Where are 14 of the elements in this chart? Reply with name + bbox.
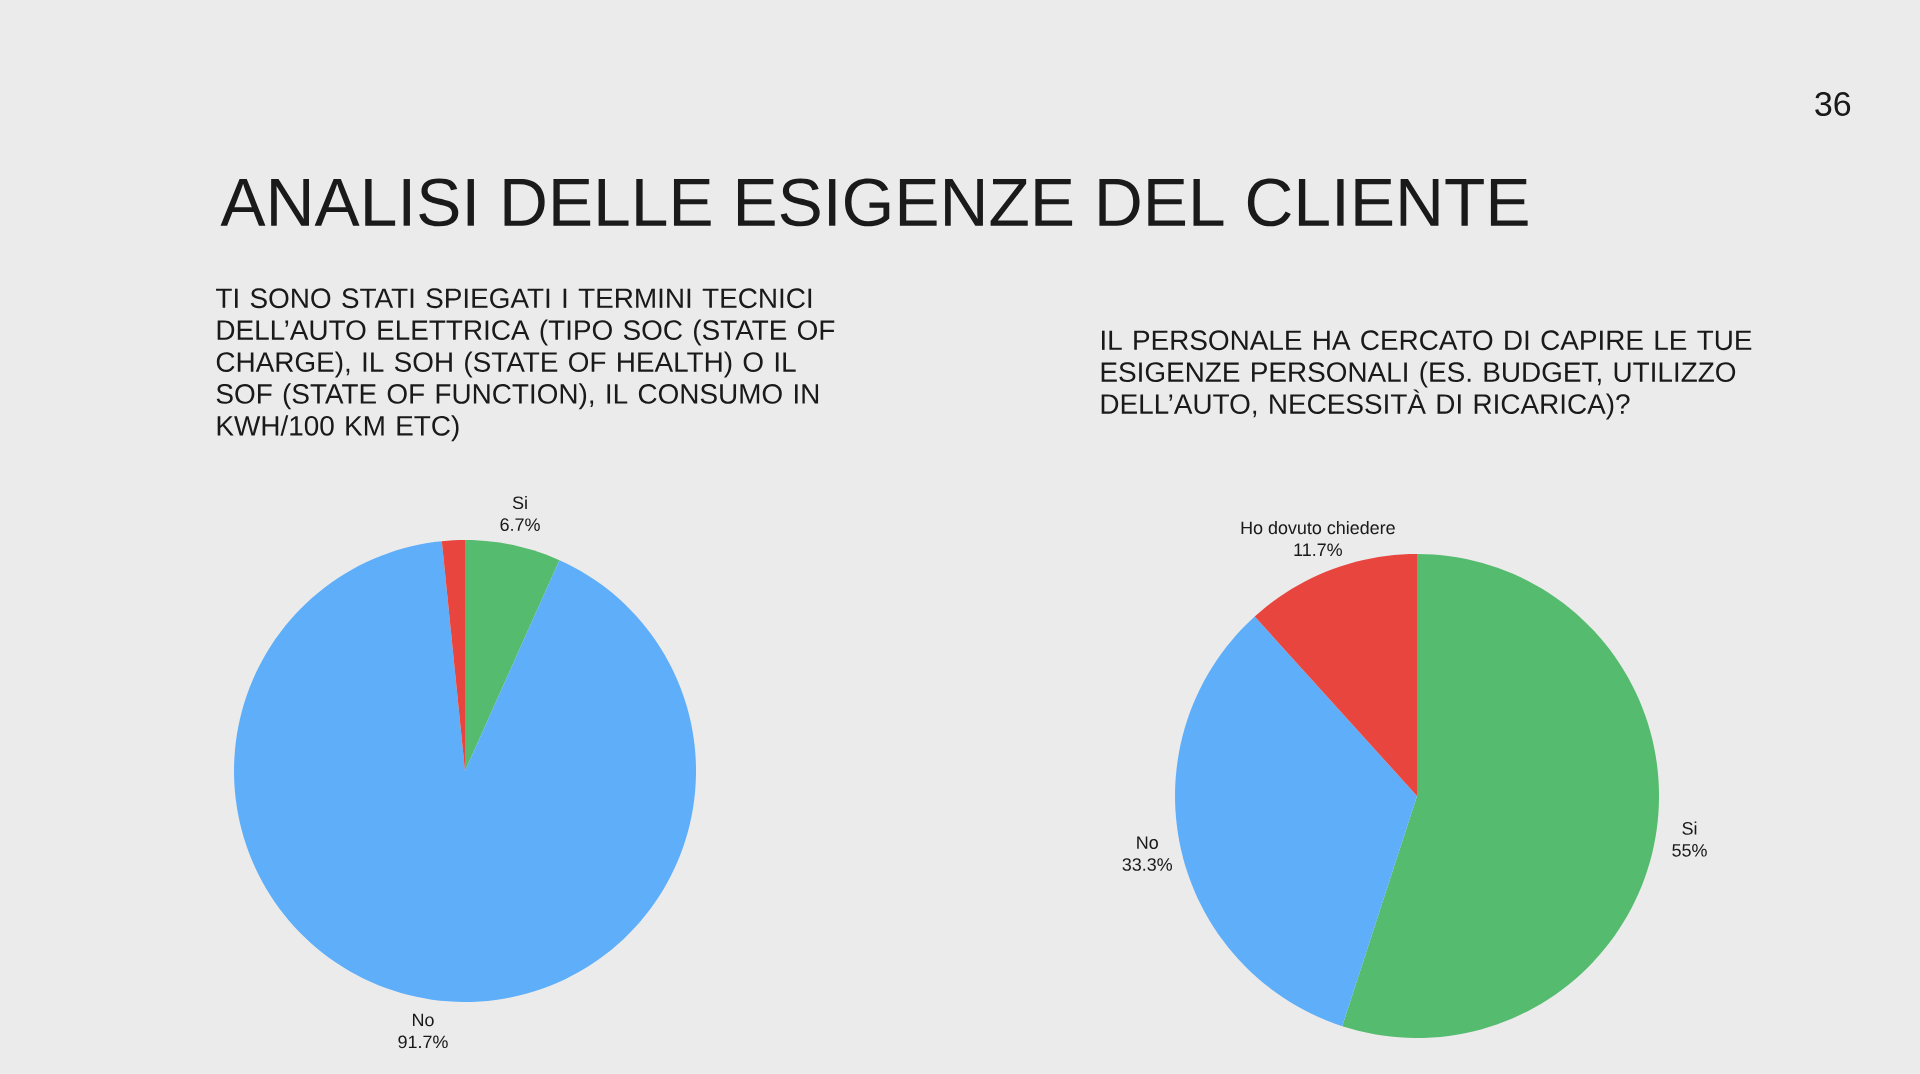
data-label: 91.7% — [398, 1035, 448, 1049]
slice-label: Si — [512, 495, 527, 510]
text: ANALISI DELLE ESIGENZE DEL CLIENTE — [220, 178, 1528, 227]
chart-title: TI SONO STATI SPIEGATI I TERMINI TECNICI DELL’AUTO ELETTRICA (TIPO SOC (STATE OF CHARGE), IL SOH (STATE OF HEALTH) O IL SOF (STATE OF FUNCTION), IL CONSUMO IN KWH/100 KM ETC) — [216, 288, 835, 442]
slice-label: Si — [1682, 821, 1697, 835]
slice-label: No — [1137, 836, 1158, 849]
slice-label: No — [412, 1013, 434, 1027]
data-label: 55% — [1672, 844, 1707, 857]
data-label: 33.3% — [1122, 858, 1173, 871]
data-label: 6.7% — [500, 518, 540, 532]
data-label: 11.7% — [1294, 543, 1342, 557]
slice-label: Ho dovuto chiedere — [1241, 521, 1395, 535]
chart-title: IL PERSONALE HA CERCATO DI CAPIRE LE TUE ESIGENZE PERSONALI (ES. BUDGET, UTILIZZO DELL’AUTO, NECESSITÀ DI RICARICA)? — [1101, 330, 1752, 420]
text: 36 — [1815, 91, 1851, 116]
